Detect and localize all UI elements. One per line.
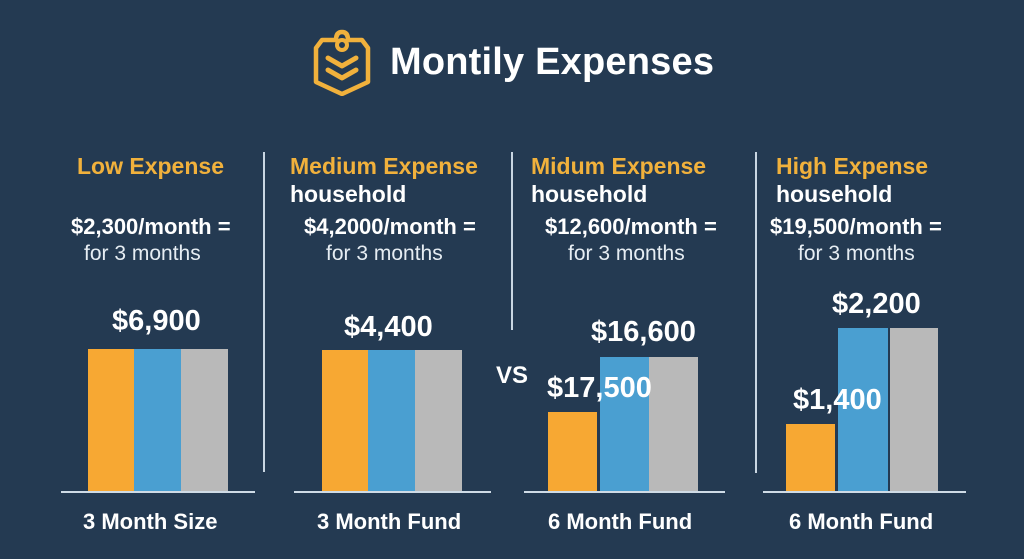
panel-subheading: household [531,181,648,207]
bar-orange [548,412,597,492]
baseline [524,491,725,493]
panel-heading: Low Expense [77,153,224,179]
x-axis-label: 3 Month Fund [317,509,462,534]
page-title: Montily Expenses [390,40,715,83]
duration-text: for 3 months [326,242,443,265]
panel-heading: Midum Expense [531,153,707,179]
duration-text: for 3 months [568,242,685,265]
x-axis-label: 6 Month Fund [548,509,693,534]
baseline [61,491,255,493]
panel-subheading: household [776,181,893,207]
bar-gray [181,349,228,492]
bar-gray [415,350,462,492]
x-axis-label: 6 Month Fund [789,509,934,534]
bar-blue [600,357,649,492]
bar-blue [368,350,415,492]
vs-label: VS [496,362,529,389]
bar-orange [88,349,134,492]
x-axis-label: 3 Month Size [83,509,218,534]
divider-1 [263,152,265,472]
divider-2 [511,152,513,330]
panel-heading: High Expense [776,153,929,179]
baseline [487,491,491,493]
duration-text: for 3 months [798,242,915,265]
monthly-rate: $2,300/month = [71,214,231,239]
divider-3 [755,152,757,473]
value-label: $16,600 [591,316,696,348]
baseline [763,491,966,493]
baseline [294,491,490,493]
bar-orange [786,424,835,492]
secondary-value-label: $17,500 [547,372,652,404]
clipboard-chevron-icon [313,29,371,96]
bar-orange [322,350,368,492]
bar-gray [649,357,698,492]
monthly-rate: $4,2000/month = [304,214,476,239]
monthly-rate: $12,600/month = [545,214,717,239]
chart-title: Montily Expenses [310,28,714,96]
bar-blue [134,349,181,492]
monthly-rate: $19,500/month = [770,214,942,239]
value-label: $2,200 [832,288,921,320]
value-label: $6,900 [112,305,201,337]
panel-subheading: household [290,181,407,207]
bar-blue [838,328,888,492]
bar-gray [890,328,938,492]
secondary-value-label: $1,400 [793,384,882,416]
panel-heading: Medium Expense [290,153,478,179]
value-label: $4,400 [344,311,433,343]
duration-text: for 3 months [84,242,201,265]
